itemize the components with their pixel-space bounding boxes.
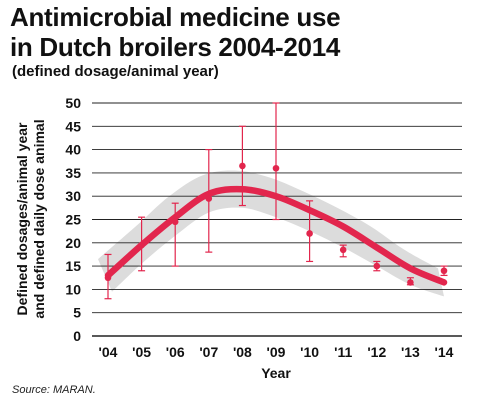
- data-point-1: [138, 241, 145, 249]
- data-point-layer: [104, 162, 448, 286]
- data-point-0: [104, 274, 112, 282]
- x-tick-label-1: '05: [132, 344, 151, 360]
- y-axis-title-line-2: and defined daily dose animal: [31, 119, 47, 318]
- confidence-band: [98, 170, 444, 297]
- data-point-4: [239, 162, 246, 170]
- x-tick-label-8: '12: [367, 344, 386, 360]
- data-point-2: [171, 218, 179, 226]
- chart-subtitle: (defined dosage/animal year): [12, 63, 219, 80]
- y-tick-label-15: 15: [65, 258, 81, 274]
- y-tick-label-20: 20: [65, 235, 81, 251]
- y-tick-labels: 0 5 10 15 20 25 30 35 40 45 50: [65, 95, 81, 344]
- source-note: Source: MARAN.: [12, 384, 96, 396]
- y-tick-label-25: 25: [65, 212, 81, 228]
- y-axis-title-line-1: Defined dosages/animal year: [14, 122, 30, 316]
- y-tick-label-40: 40: [65, 142, 81, 158]
- x-tick-label-2: '06: [166, 344, 185, 360]
- x-tick-label-3: '07: [199, 344, 218, 360]
- data-point-6: [306, 230, 313, 237]
- y-tick-label-0: 0: [73, 328, 81, 344]
- x-tick-label-10: '14: [435, 344, 454, 360]
- error-bar-5: [272, 102, 280, 221]
- x-tick-label-9: '13: [401, 344, 420, 360]
- chart-title-line-1: Antimicrobial medicine use: [10, 2, 341, 32]
- chart-title-line-2: in Dutch broilers 2004-2014: [10, 32, 341, 62]
- y-tick-label-5: 5: [73, 305, 81, 321]
- y-tick-label-45: 45: [65, 118, 81, 134]
- data-point-10: [440, 267, 448, 275]
- x-tick-label-4: '08: [233, 344, 252, 360]
- data-point-3: [205, 195, 213, 202]
- y-tick-label-35: 35: [65, 165, 81, 181]
- x-tick-label-0: '04: [99, 344, 118, 360]
- y-tick-label-30: 30: [65, 188, 81, 204]
- x-tick-label-6: '10: [300, 344, 319, 360]
- x-axis-title: Year: [261, 365, 291, 381]
- confidence-band-layer: [98, 170, 444, 297]
- data-point-9: [407, 279, 414, 286]
- y-tick-label-50: 50: [65, 95, 81, 111]
- chart-title: Antimicrobial medicine use in Dutch broi…: [10, 2, 341, 62]
- x-tick-labels: '04 '05 '06 '07 '08 '09 '10 '11 '12 '13 '14: [99, 344, 454, 360]
- data-point-7: [339, 246, 347, 254]
- x-tick-label-5: '09: [267, 344, 286, 360]
- error-bar-2: [171, 202, 179, 267]
- x-tick-label-7: '11: [334, 344, 352, 360]
- data-point-8: [373, 262, 381, 270]
- data-point-5: [272, 164, 280, 172]
- y-tick-label-10: 10: [65, 281, 81, 297]
